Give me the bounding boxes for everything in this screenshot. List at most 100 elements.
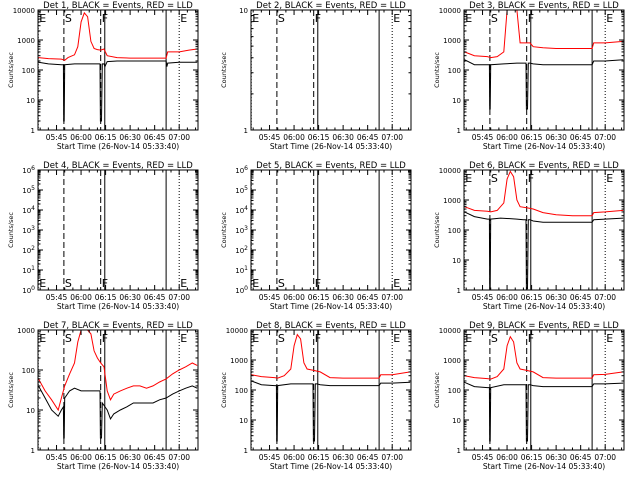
plot-frame — [37, 169, 199, 291]
x-tick-label: 06:15 — [95, 133, 117, 142]
x-tick-label: 07:00 — [594, 133, 616, 142]
y-axis-label: Counts/sec — [7, 52, 15, 88]
x-tick-label: 06:30 — [119, 133, 141, 142]
x-tick-label: 06:00 — [496, 133, 518, 142]
y-tick-label: 10000 — [439, 327, 461, 335]
lld-series-line — [464, 335, 624, 380]
time-marker-label: S — [65, 12, 72, 25]
time-marker-label: S — [278, 277, 285, 290]
panel-title: Det 7, BLACK = Events, RED = LLD — [43, 321, 193, 331]
x-axis-label: Start Time (26-Nov-14 05:33:40) — [270, 302, 392, 311]
time-marker-label: E — [606, 172, 613, 185]
y-axis-label: Counts/sec — [7, 372, 15, 408]
x-tick-label: 06:45 — [570, 453, 592, 462]
panel-title: Det 4, BLACK = Events, RED = LLD — [43, 161, 193, 171]
detector-panel: Det 6, BLACK = Events, RED = LLDESFE1101… — [433, 161, 625, 311]
y-tick-label: 1 — [457, 287, 461, 295]
time-marker-label: S — [65, 277, 72, 290]
events-series-line — [464, 59, 624, 110]
y-tick-label: 102 — [22, 245, 35, 255]
y-tick-label: 10000 — [439, 7, 461, 15]
x-tick-label: 06:15 — [95, 453, 117, 462]
plot-frame — [250, 9, 412, 131]
x-tick-label: 06:15 — [521, 293, 543, 302]
events-series-line — [38, 60, 198, 122]
series-group — [464, 10, 624, 110]
panel-title: Det 1, BLACK = Events, RED = LLD — [43, 1, 193, 11]
x-tick-label: 06:45 — [570, 133, 592, 142]
x-tick-label: 06:00 — [70, 293, 92, 302]
y-tick-label: 104 — [235, 205, 248, 215]
x-tick-label: 07:00 — [381, 133, 403, 142]
lld-series-line — [38, 330, 198, 412]
lld-series-line — [464, 10, 624, 59]
x-tick-label: 06:30 — [332, 453, 354, 462]
y-tick-label: 1 — [244, 447, 248, 455]
events-series-line — [38, 385, 198, 439]
x-tick-label: 06:00 — [283, 293, 305, 302]
x-tick-label: 07:00 — [594, 453, 616, 462]
x-tick-label: 06:30 — [545, 453, 567, 462]
detector-panel: Det 2, BLACK = Events, RED = LLDESFE110C… — [220, 1, 412, 151]
panel-title: Det 3, BLACK = Events, RED = LLD — [469, 1, 619, 11]
time-marker-label: E — [39, 277, 46, 290]
y-axis-label: Counts/sec — [433, 372, 441, 408]
y-tick-label: 102 — [235, 245, 248, 255]
x-tick-label: 06:00 — [70, 133, 92, 142]
x-tick-label: 07:00 — [168, 293, 190, 302]
y-tick-label: 1000 — [443, 37, 461, 45]
x-tick-label: 06:30 — [119, 293, 141, 302]
x-tick-label: 06:00 — [283, 453, 305, 462]
x-tick-label: 06:00 — [496, 293, 518, 302]
time-marker-label: S — [491, 172, 498, 185]
panel-title: Det 2, BLACK = Events, RED = LLD — [256, 1, 406, 11]
y-axis-label: Counts/sec — [433, 52, 441, 88]
panel-title: Det 5, BLACK = Events, RED = LLD — [256, 161, 406, 171]
x-axis-label: Start Time (26-Nov-14 05:33:40) — [57, 302, 179, 311]
panel-title: Det 6, BLACK = Events, RED = LLD — [469, 161, 619, 171]
y-tick-label: 1000 — [17, 327, 35, 335]
y-tick-label: 100 — [22, 285, 35, 295]
y-tick-label: 10 — [239, 417, 248, 425]
y-tick-label: 106 — [235, 165, 248, 175]
time-marker-label: E — [252, 12, 259, 25]
x-tick-label: 06:45 — [357, 133, 379, 142]
x-tick-label: 06:15 — [308, 133, 330, 142]
y-axis-label: Counts/sec — [220, 52, 228, 88]
time-marker-label: E — [465, 332, 472, 345]
y-tick-label: 100 — [448, 227, 461, 235]
series-group — [38, 330, 198, 439]
detector-panel: Det 4, BLACK = Events, RED = LLDESFE1001… — [7, 161, 199, 311]
y-tick-label: 1000 — [17, 37, 35, 45]
time-marker-label: E — [252, 277, 259, 290]
x-tick-label: 07:00 — [168, 453, 190, 462]
x-tick-label: 06:15 — [308, 453, 330, 462]
y-axis-label: Counts/sec — [7, 212, 15, 248]
x-tick-label: 06:15 — [521, 133, 543, 142]
x-tick-label: 06:45 — [144, 293, 166, 302]
y-tick-label: 10000 — [13, 7, 35, 15]
x-tick-label: 07:00 — [381, 453, 403, 462]
time-marker-label: S — [491, 332, 498, 345]
x-tick-label: 05:45 — [472, 453, 494, 462]
x-tick-label: 05:45 — [46, 133, 68, 142]
y-tick-label: 105 — [22, 185, 35, 195]
y-tick-label: 1 — [457, 127, 461, 135]
x-tick-label: 06:15 — [95, 293, 117, 302]
plot-frame — [463, 329, 625, 451]
y-tick-label: 10 — [452, 257, 461, 265]
time-marker-label: E — [606, 332, 613, 345]
time-marker-label: E — [393, 12, 400, 25]
x-tick-label: 06:30 — [332, 133, 354, 142]
y-tick-label: 10 — [452, 97, 461, 105]
events-series-line — [464, 381, 624, 442]
time-marker-label: E — [465, 12, 472, 25]
time-marker-label: E — [606, 12, 613, 25]
y-tick-label: 1000 — [443, 357, 461, 365]
x-tick-label: 05:45 — [259, 133, 281, 142]
y-tick-label: 100 — [235, 285, 248, 295]
y-tick-label: 1000 — [443, 197, 461, 205]
y-tick-label: 10000 — [226, 327, 248, 335]
y-tick-label: 100 — [235, 387, 248, 395]
detector-panel: Det 9, BLACK = Events, RED = LLDESFE1101… — [433, 321, 625, 471]
